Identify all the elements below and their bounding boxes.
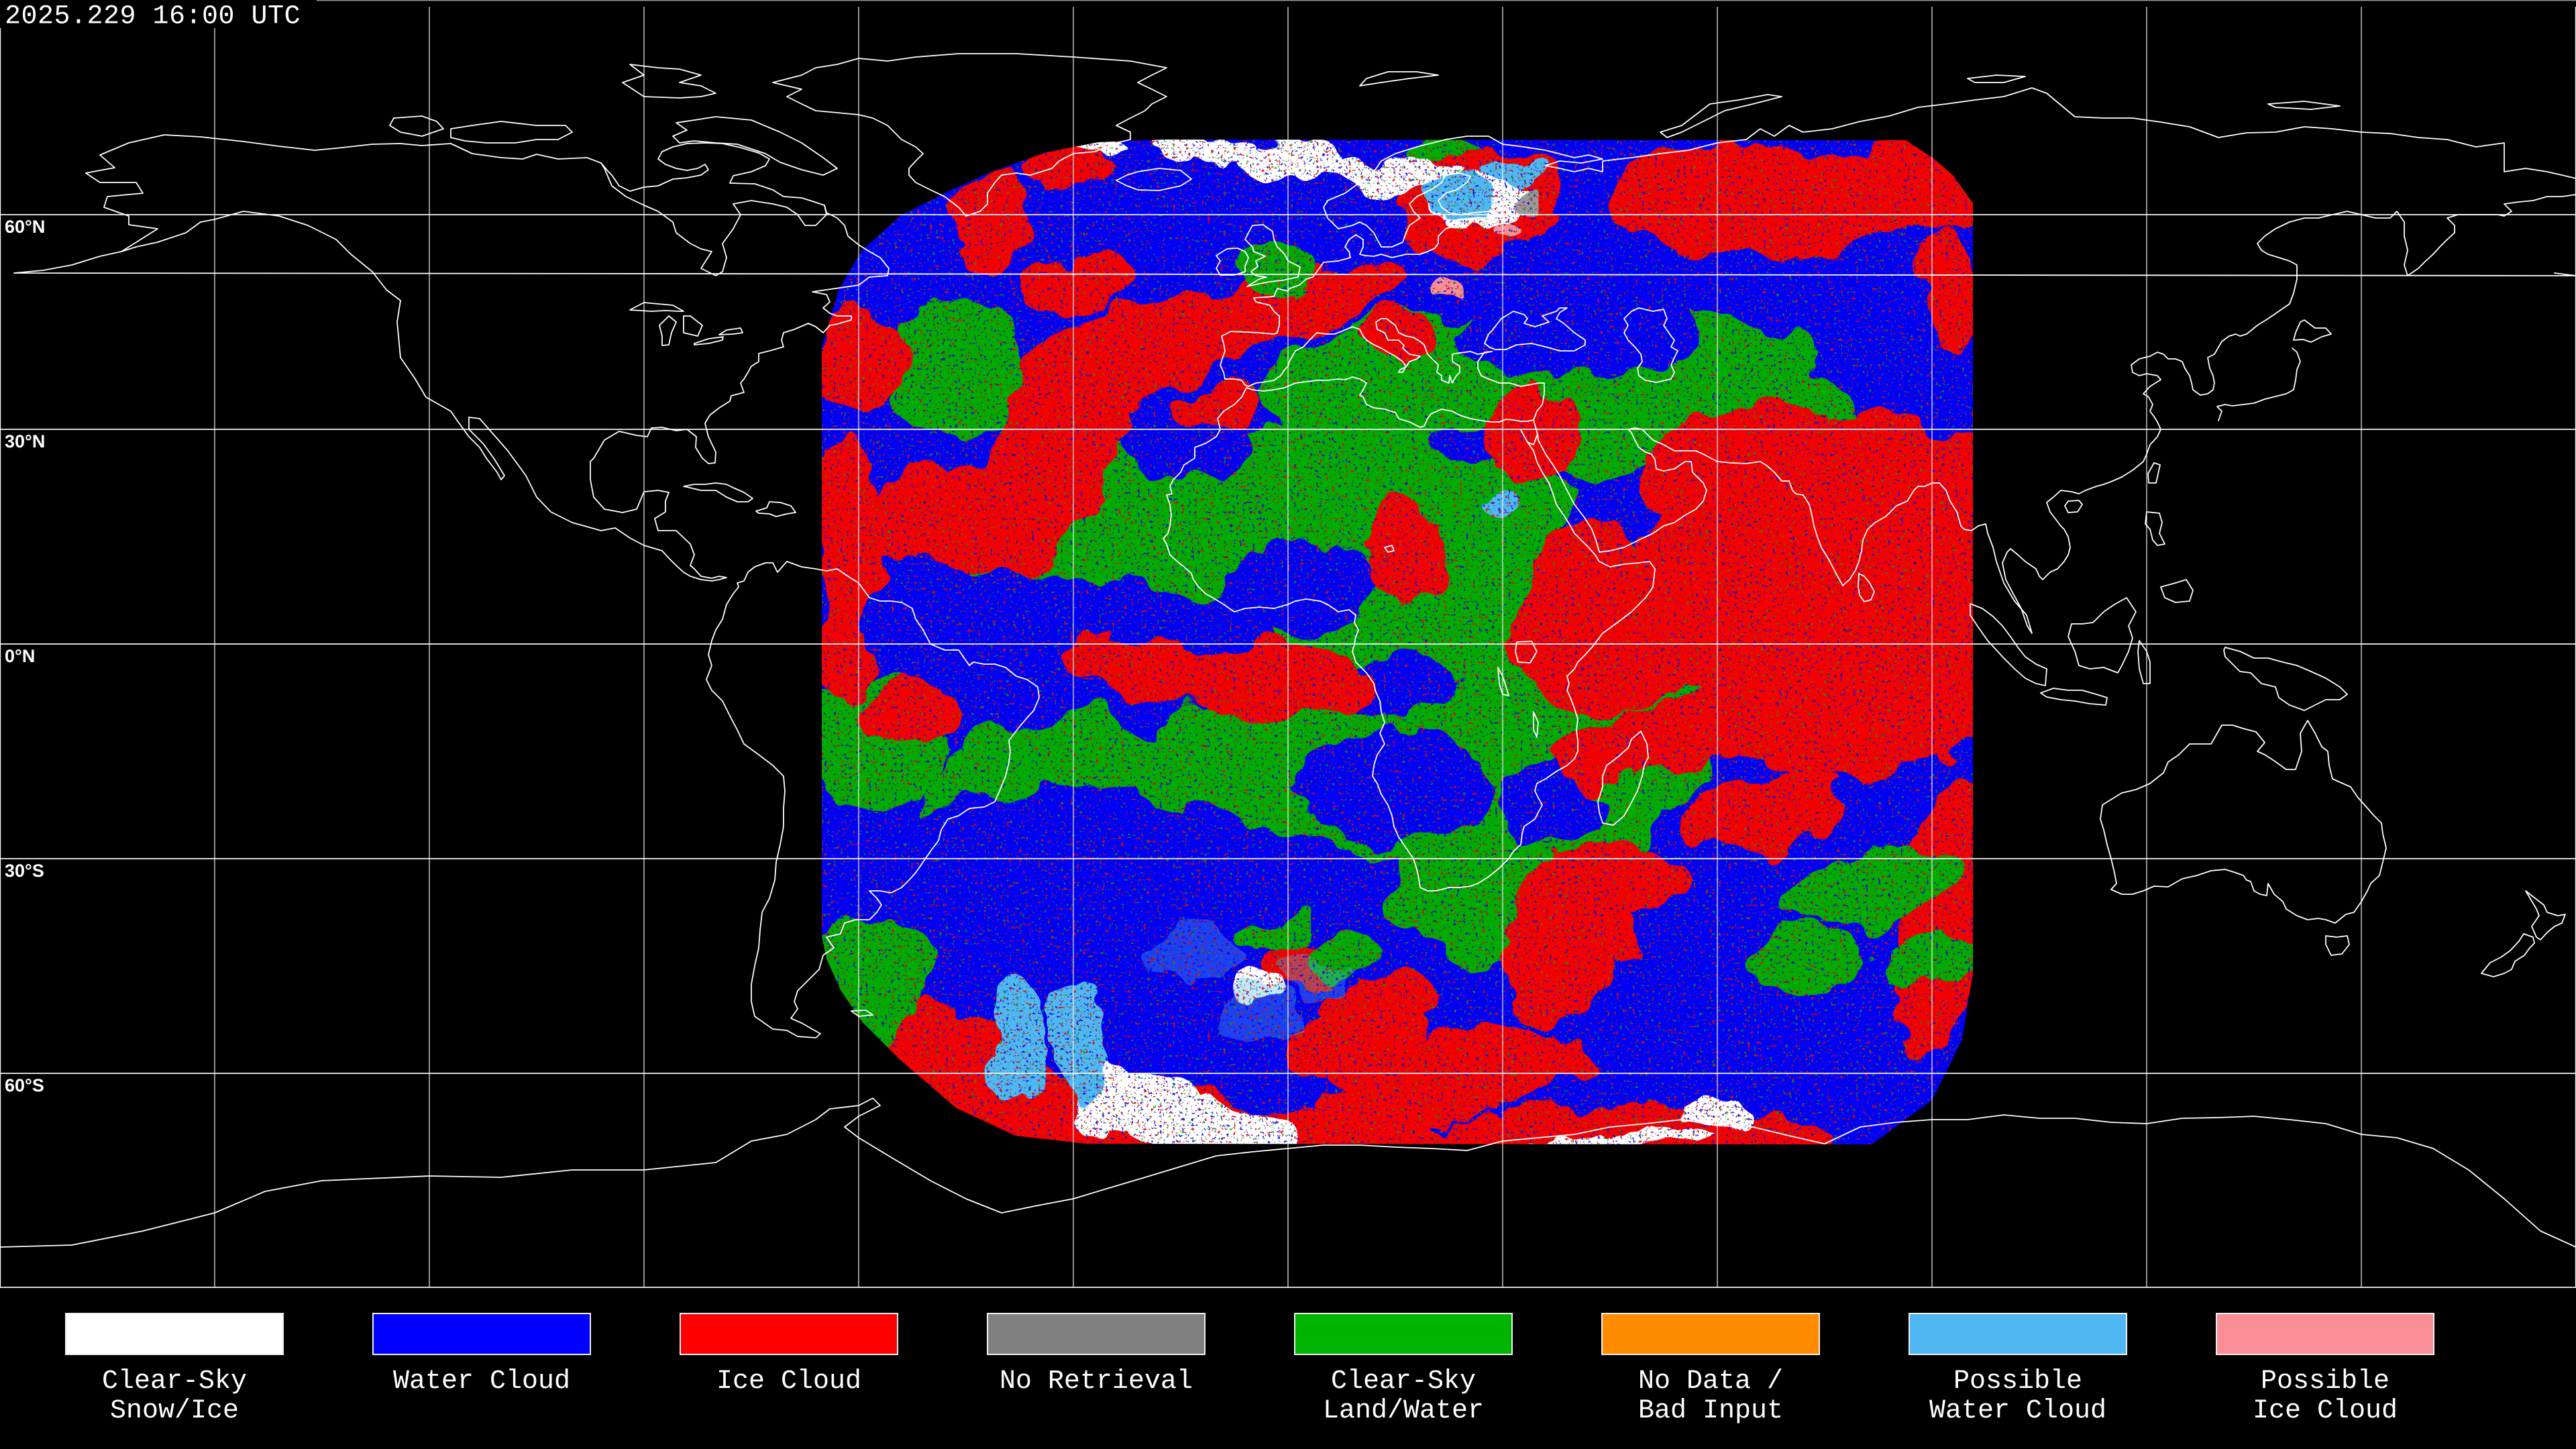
svg-text:Snow/Ice: Snow/Ice: [110, 1396, 239, 1426]
svg-text:Bad Input: Bad Input: [1638, 1396, 1783, 1426]
svg-text:Ice Cloud: Ice Cloud: [2253, 1396, 2398, 1426]
svg-text:0°N: 0°N: [5, 646, 35, 666]
svg-text:60°N: 60°N: [5, 217, 45, 237]
svg-text:Possible: Possible: [1953, 1366, 2082, 1397]
svg-text:Clear-Sky: Clear-Sky: [1331, 1366, 1476, 1397]
svg-text:60°S: 60°S: [5, 1075, 44, 1095]
svg-text:30°N: 30°N: [5, 431, 45, 451]
svg-text:2025.229 16:00 UTC: 2025.229 16:00 UTC: [5, 2, 301, 32]
svg-text:No Data /: No Data /: [1638, 1366, 1783, 1397]
svg-text:30°S: 30°S: [5, 861, 44, 881]
svg-text:Possible: Possible: [2261, 1366, 2390, 1397]
svg-text:Ice Cloud: Ice Cloud: [716, 1366, 861, 1397]
svg-text:No Retrieval: No Retrieval: [1000, 1366, 1193, 1397]
svg-text:Clear-Sky: Clear-Sky: [102, 1366, 247, 1397]
svg-text:Land/Water: Land/Water: [1323, 1396, 1484, 1426]
svg-text:Water Cloud: Water Cloud: [393, 1366, 570, 1397]
svg-text:Water Cloud: Water Cloud: [1929, 1396, 2106, 1426]
